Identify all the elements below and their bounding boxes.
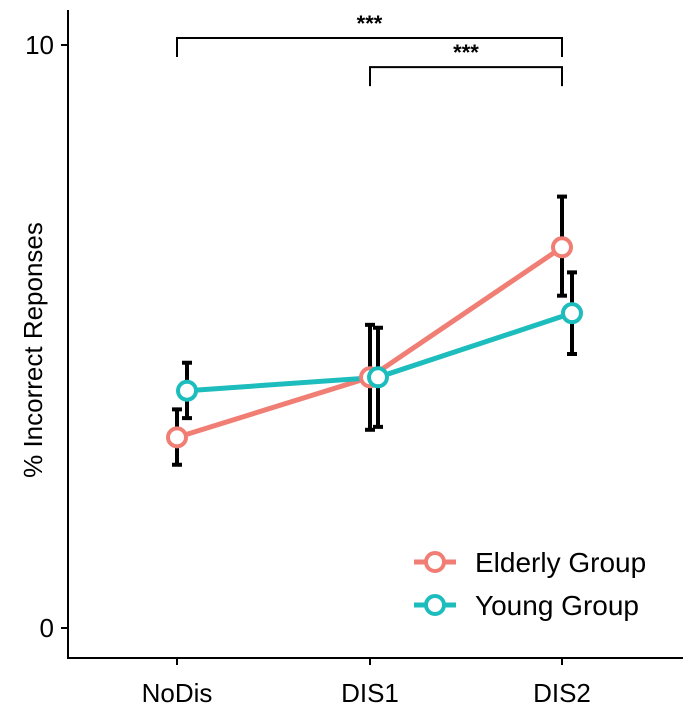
data-points <box>166 236 583 449</box>
data-point <box>166 426 188 449</box>
y-tick-label: 0 <box>40 613 54 643</box>
significance-bracket <box>176 37 563 57</box>
significance-label: *** <box>453 40 479 65</box>
series-lines <box>176 245 573 440</box>
legend-label: Young Group <box>475 590 639 621</box>
x-tick-label: DIS2 <box>533 678 591 708</box>
data-point <box>551 236 573 259</box>
data-point <box>367 366 389 389</box>
x-tick-label: NoDis <box>142 678 213 708</box>
data-point <box>561 302 583 325</box>
significance-label: *** <box>357 11 383 36</box>
y-ticks: 0 10 <box>25 30 68 643</box>
legend-swatch-point <box>424 551 446 573</box>
y-axis-title: % Incorrect Reponses <box>18 222 48 478</box>
significance-annotations: *** *** <box>176 11 563 87</box>
legend-swatch-point <box>424 594 446 616</box>
legend-item: Elderly Group <box>414 547 646 578</box>
legend-label: Elderly Group <box>475 547 646 578</box>
y-tick-label: 10 <box>25 30 54 60</box>
legend: Elderly Group Young Group <box>414 547 646 621</box>
x-ticks: NoDis DIS1 DIS2 <box>142 658 591 708</box>
x-tick-label: DIS1 <box>341 678 399 708</box>
legend-item: Young Group <box>414 590 639 621</box>
significance-bracket <box>369 66 563 87</box>
data-point <box>176 379 198 402</box>
